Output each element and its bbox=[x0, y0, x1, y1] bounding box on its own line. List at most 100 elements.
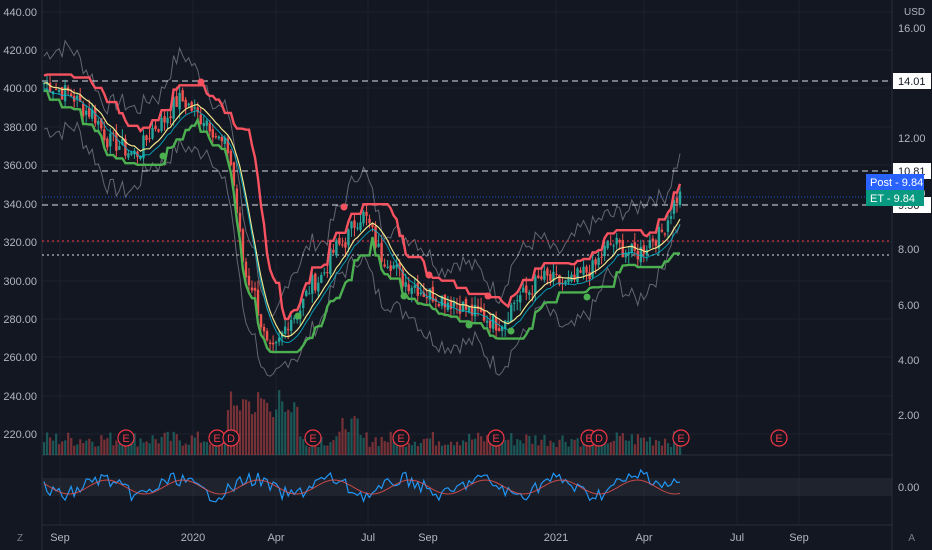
volume-bar bbox=[564, 441, 567, 455]
candle-body bbox=[196, 107, 199, 113]
candle-body bbox=[223, 137, 227, 145]
candle-body bbox=[238, 212, 242, 232]
left-axis-tick: 360.00 bbox=[3, 160, 37, 172]
x-axis-tick: Jul bbox=[361, 532, 375, 544]
candle-body bbox=[211, 129, 214, 138]
signal-dot bbox=[197, 78, 205, 86]
candle-body bbox=[579, 270, 582, 273]
earnings-marker: E bbox=[392, 429, 410, 447]
candle-body bbox=[253, 287, 257, 291]
left-axis-tick: 260.00 bbox=[3, 352, 37, 364]
candle-body bbox=[603, 245, 606, 257]
candle-body bbox=[428, 288, 432, 300]
volume-bar bbox=[609, 442, 612, 455]
candle-body bbox=[353, 220, 356, 228]
volume-bar bbox=[326, 445, 329, 455]
candle-body bbox=[268, 342, 272, 344]
volume-bar bbox=[480, 436, 483, 455]
candle-body bbox=[320, 275, 323, 283]
volume-bar bbox=[630, 434, 633, 455]
level-price-tag: 14.01 bbox=[893, 73, 931, 89]
volume-bar bbox=[257, 392, 260, 455]
volume-bar bbox=[642, 437, 646, 455]
volume-bar bbox=[145, 441, 148, 455]
candle-body bbox=[639, 247, 643, 263]
log-scale-toggle[interactable]: Z bbox=[17, 533, 24, 544]
candle-body bbox=[193, 107, 196, 109]
volume-bar bbox=[199, 442, 202, 455]
candle-body bbox=[350, 221, 353, 229]
candle-body bbox=[510, 304, 513, 323]
volume-bar bbox=[82, 442, 85, 455]
candle-body bbox=[606, 241, 609, 249]
earnings-marker: D bbox=[222, 429, 240, 447]
candle-body bbox=[241, 229, 245, 262]
volume-bar bbox=[413, 441, 416, 455]
candle-body bbox=[642, 245, 646, 254]
level-price-tag-text: 14.01 bbox=[898, 76, 926, 88]
volume-bar bbox=[525, 434, 528, 455]
candle-body bbox=[669, 216, 673, 219]
earnings-marker: E bbox=[672, 429, 690, 447]
volume-bar bbox=[633, 444, 636, 455]
volume-bar bbox=[356, 418, 359, 455]
candle-body bbox=[78, 94, 82, 102]
volume-bar bbox=[323, 445, 326, 455]
candle-body bbox=[94, 108, 97, 124]
upper-channel-line bbox=[43, 73, 682, 321]
auto-scale-toggle[interactable]: A bbox=[908, 533, 915, 544]
volume-bar bbox=[118, 443, 121, 455]
candle-body bbox=[208, 122, 211, 132]
candle-body bbox=[57, 89, 61, 93]
volume-bar bbox=[148, 443, 151, 455]
candle-body bbox=[380, 242, 383, 262]
right-axis-tick: 12.00 bbox=[898, 133, 926, 145]
candle-body bbox=[121, 138, 124, 145]
volume-bar bbox=[133, 433, 136, 455]
volume-bar bbox=[253, 412, 257, 455]
volume-bar bbox=[522, 443, 525, 455]
volume-bar bbox=[88, 438, 91, 455]
volume-bar bbox=[368, 446, 371, 455]
candle-body bbox=[63, 85, 67, 102]
volume-bar bbox=[558, 439, 561, 455]
x-axis-tick: Jul bbox=[730, 532, 744, 544]
candle-body bbox=[488, 320, 492, 329]
price-tag: ET - 9.84 bbox=[866, 190, 924, 206]
volume-bar bbox=[606, 443, 609, 455]
earnings-marker-circle bbox=[590, 429, 608, 447]
volume-bar bbox=[347, 431, 350, 455]
volume-bar bbox=[293, 402, 296, 455]
candle-body bbox=[332, 249, 335, 253]
candle-body bbox=[573, 274, 576, 280]
volume-bar bbox=[392, 437, 395, 455]
candle-body bbox=[525, 285, 528, 293]
x-axis-tick: Apr bbox=[635, 532, 652, 544]
candle-body bbox=[317, 282, 320, 292]
volume-bar bbox=[461, 440, 465, 455]
candle-body bbox=[648, 240, 652, 249]
volume-bar bbox=[115, 440, 118, 455]
volume-bar bbox=[567, 446, 570, 455]
volume-bar bbox=[302, 439, 305, 455]
volume-bar bbox=[440, 445, 444, 455]
candle-body bbox=[368, 218, 371, 224]
left-axis-tick: 440.00 bbox=[3, 7, 37, 19]
volume-bar bbox=[446, 444, 450, 455]
candle-body bbox=[54, 89, 58, 91]
earnings-marker: E bbox=[117, 429, 135, 447]
candle-body bbox=[497, 328, 501, 331]
volume-bar bbox=[498, 442, 501, 455]
volume-bar bbox=[46, 432, 49, 455]
candle-body bbox=[585, 266, 588, 273]
candle-body bbox=[271, 342, 275, 345]
candle-body bbox=[407, 284, 410, 292]
volume-bar bbox=[151, 435, 154, 455]
volume-bar bbox=[404, 446, 407, 455]
candle-body bbox=[262, 326, 266, 332]
signal-dot bbox=[465, 321, 473, 329]
candle-body bbox=[48, 82, 52, 93]
volume-bar bbox=[468, 433, 471, 455]
candle-body bbox=[172, 97, 175, 119]
